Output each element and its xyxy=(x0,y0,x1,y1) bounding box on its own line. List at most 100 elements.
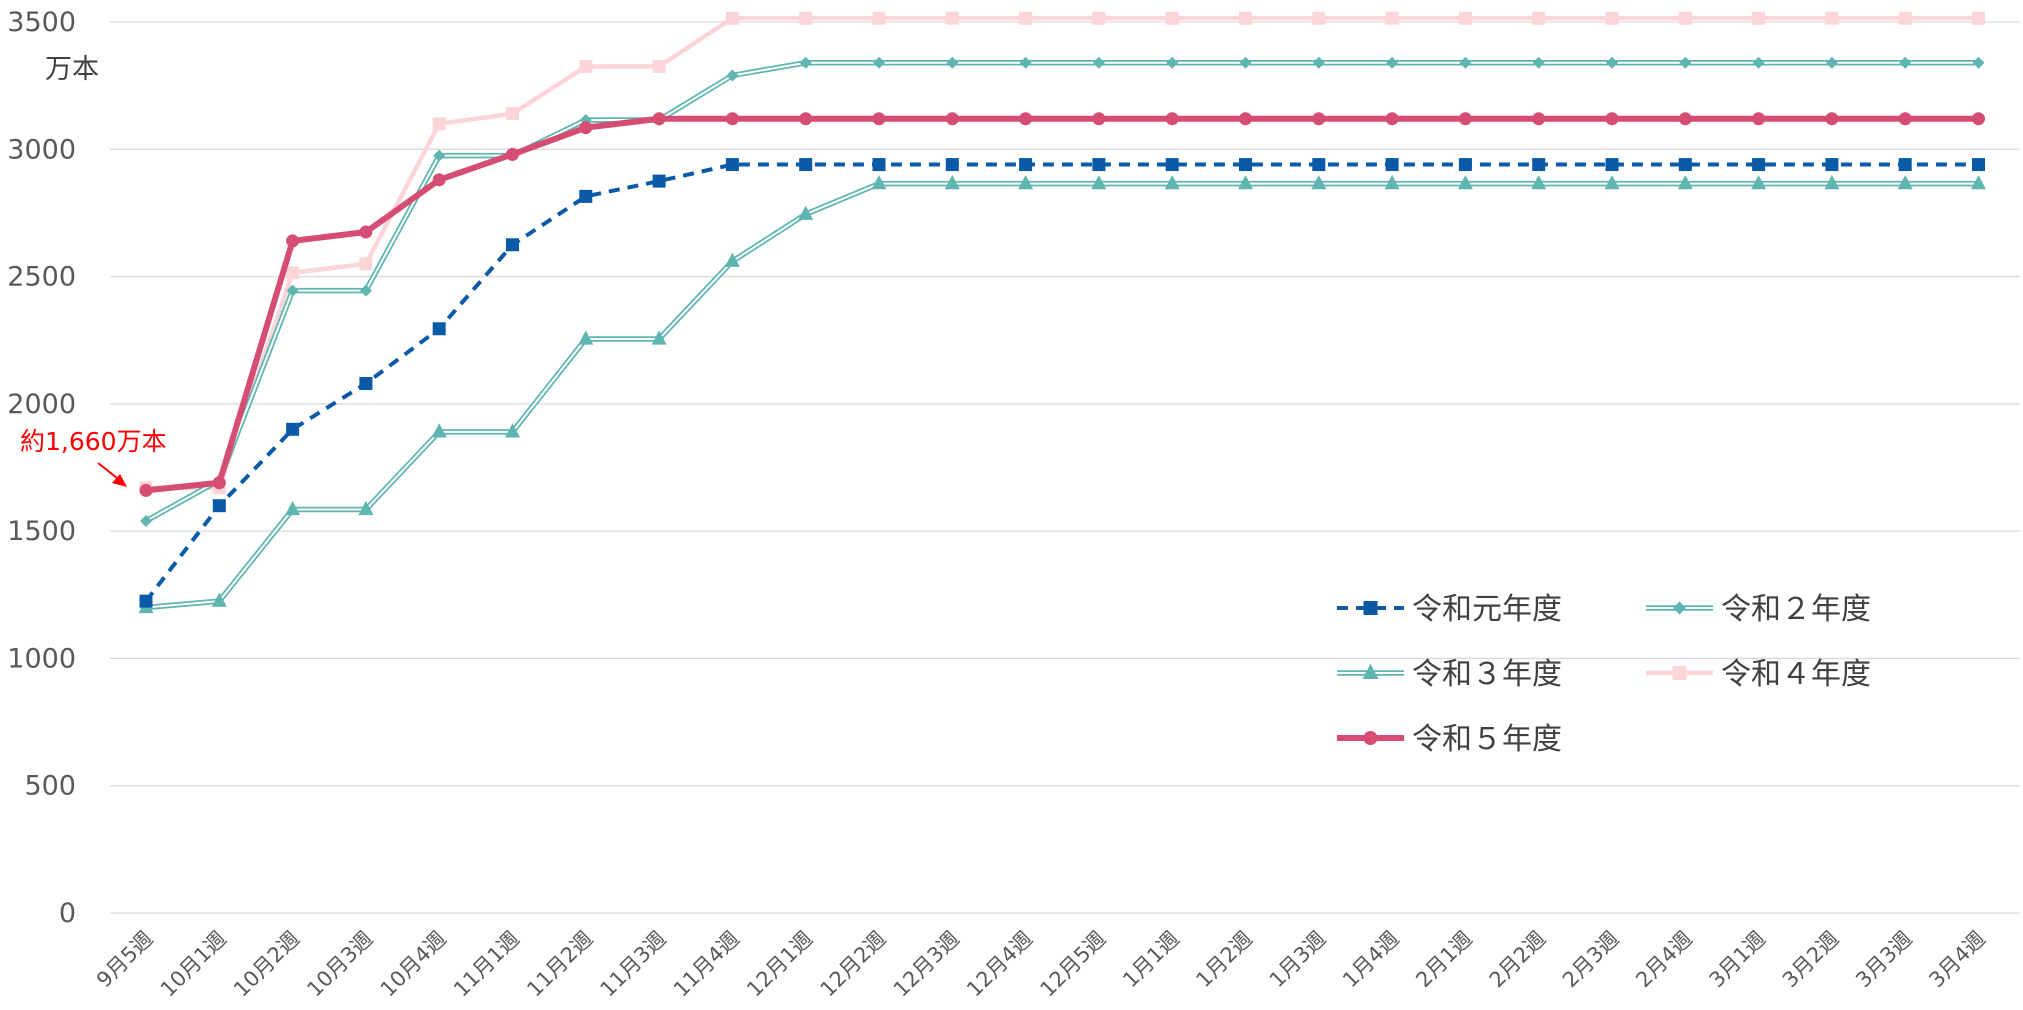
data-point xyxy=(652,174,666,188)
y-axis-unit-label: 万本 xyxy=(45,54,99,85)
data-point xyxy=(1385,158,1399,172)
data-point xyxy=(1019,112,1033,126)
y-axis-ticks: 0 500 1000 1500 2000 2500 3000 3500 xyxy=(7,7,76,929)
x-tick-label: 3月2週 xyxy=(1778,927,1844,993)
x-tick-label: 10月1週 xyxy=(156,927,231,1002)
x-tick-label: 3月3週 xyxy=(1851,927,1917,993)
data-point xyxy=(1363,601,1378,615)
data-point xyxy=(1825,112,1839,126)
data-point xyxy=(359,284,372,297)
data-point xyxy=(798,205,814,220)
data-point xyxy=(1019,56,1032,69)
data-point xyxy=(725,11,739,25)
data-point xyxy=(1532,158,1546,172)
annotation-label: 約1,660万本 xyxy=(20,427,167,456)
x-tick-label: 10月3週 xyxy=(302,927,377,1002)
data-point xyxy=(1679,56,1692,69)
data-point xyxy=(1165,11,1179,25)
data-point xyxy=(1752,158,1766,172)
data-point xyxy=(359,225,373,239)
data-point xyxy=(1898,158,1912,172)
data-point xyxy=(578,330,594,345)
data-point xyxy=(506,238,519,252)
data-point xyxy=(1972,56,1985,69)
data-point xyxy=(651,330,667,345)
x-tick-label: 1月2週 xyxy=(1191,927,1257,993)
data-point xyxy=(872,158,886,172)
data-point xyxy=(1605,11,1619,25)
x-tick-label: 11月4週 xyxy=(669,927,744,1002)
legend-label: 令和元年度 xyxy=(1412,592,1562,627)
gridlines xyxy=(110,21,2020,914)
series-5 xyxy=(139,112,1985,497)
x-tick-label: 1月4週 xyxy=(1338,927,1404,993)
data-point xyxy=(799,112,813,126)
data-point xyxy=(1384,175,1400,190)
data-point xyxy=(652,112,666,126)
data-point xyxy=(1825,11,1839,25)
data-point xyxy=(1532,11,1546,25)
data-point xyxy=(873,56,885,69)
data-point xyxy=(286,422,300,436)
data-point xyxy=(1165,158,1179,172)
x-tick-label: 12月5週 xyxy=(1035,927,1110,1002)
legend-item: 令和２年度 xyxy=(1646,592,1871,627)
data-point xyxy=(1751,175,1767,190)
data-point xyxy=(725,112,739,126)
data-point xyxy=(285,500,301,516)
data-point xyxy=(1312,112,1326,126)
data-point xyxy=(1457,175,1473,190)
y-tick-label: 1500 xyxy=(7,516,76,547)
x-axis-ticks: 9月5週10月1週10月2週10月3週10月4週11月1週11月2週11月3週1… xyxy=(92,927,1990,1002)
data-point xyxy=(211,592,227,607)
data-point xyxy=(1678,11,1692,25)
data-point xyxy=(1239,158,1252,172)
data-point xyxy=(432,322,446,336)
data-point xyxy=(872,112,886,126)
data-point xyxy=(1606,56,1618,69)
x-tick-label: 2月2週 xyxy=(1485,927,1551,993)
data-point xyxy=(1972,11,1985,25)
data-point xyxy=(1239,112,1252,126)
data-point xyxy=(1825,56,1838,69)
legend-item: 令和元年度 xyxy=(1337,592,1562,627)
data-point xyxy=(725,158,739,172)
annotation-arrowhead xyxy=(112,474,127,487)
x-tick-label: 2月4週 xyxy=(1631,927,1697,993)
data-point xyxy=(579,189,593,203)
x-tick-label: 12月2週 xyxy=(816,927,891,1002)
x-tick-label: 11月1週 xyxy=(449,927,524,1002)
legend-label: 令和３年度 xyxy=(1412,657,1562,692)
x-tick-label: 10月2週 xyxy=(229,927,304,1002)
annotation: 約1,660万本 xyxy=(20,427,167,487)
x-tick-label: 11月3週 xyxy=(596,927,671,1002)
data-point xyxy=(1164,175,1180,190)
series-line-inner xyxy=(145,182,1979,609)
series-4 xyxy=(139,11,1985,495)
y-tick-label: 3000 xyxy=(7,134,76,165)
legend-label: 令和２年度 xyxy=(1721,592,1871,627)
data-point xyxy=(432,117,446,131)
data-point xyxy=(652,60,666,74)
data-point xyxy=(1091,175,1107,190)
legend-item: 令和３年度 xyxy=(1337,657,1562,692)
data-point xyxy=(1238,175,1253,190)
data-point xyxy=(1899,56,1912,69)
y-tick-label: 3500 xyxy=(7,7,76,38)
x-tick-label: 12月3週 xyxy=(889,927,964,1002)
data-point xyxy=(1532,112,1546,126)
x-tick-label: 12月4週 xyxy=(962,927,1037,1002)
data-point xyxy=(579,60,593,74)
series-3 xyxy=(138,175,1986,614)
data-point xyxy=(1752,56,1765,69)
data-point xyxy=(1312,11,1326,25)
data-point xyxy=(1385,11,1399,25)
data-point xyxy=(1092,112,1106,126)
data-point xyxy=(286,234,300,248)
data-point xyxy=(286,284,299,297)
x-tick-label: 12月1週 xyxy=(742,927,817,1002)
data-point xyxy=(1971,175,1986,190)
legend-label: 令和４年度 xyxy=(1721,657,1871,692)
data-point xyxy=(799,11,813,25)
